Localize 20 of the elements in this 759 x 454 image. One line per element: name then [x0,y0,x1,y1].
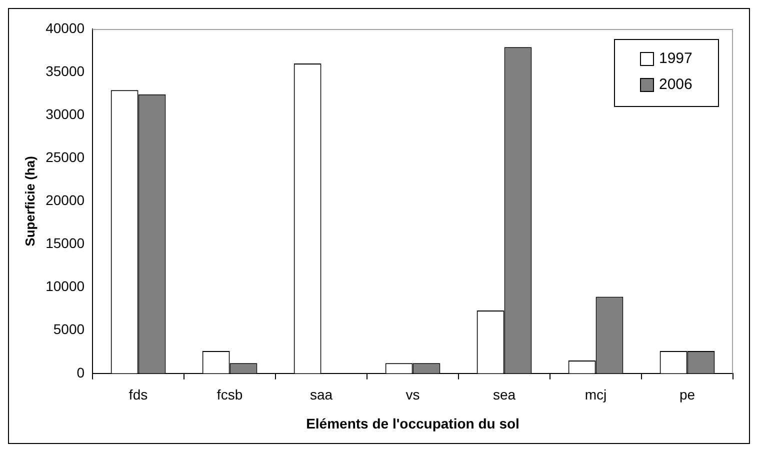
y-tick-label: 0 [76,364,85,380]
x-axis-title: Eléments de l'occupation du sol [306,415,520,432]
y-tick-label: 5000 [53,321,85,338]
x-tick-label: pe [679,386,696,403]
x-tick-label: vs [406,386,420,403]
y-tick-label: 20000 [46,192,85,208]
legend-label: 2006 [659,76,692,94]
x-tick-label: mcj [584,386,607,403]
y-tick-label: 30000 [46,106,85,122]
y-tick-label: 25000 [46,149,85,166]
legend-label: 1997 [659,50,692,68]
x-tick-label: saa [310,386,333,403]
y-tick-label: 40000 [46,20,85,36]
x-tick-label: sea [492,386,516,403]
y-tick-label: 15000 [46,235,85,252]
x-tick-label: fcsb [216,386,243,403]
y-tick-label: 10000 [46,278,85,294]
y-axis-title: Superficie (ha) [22,156,38,246]
x-tick-label: fds [128,386,148,403]
y-tick-label: 35000 [46,62,85,79]
